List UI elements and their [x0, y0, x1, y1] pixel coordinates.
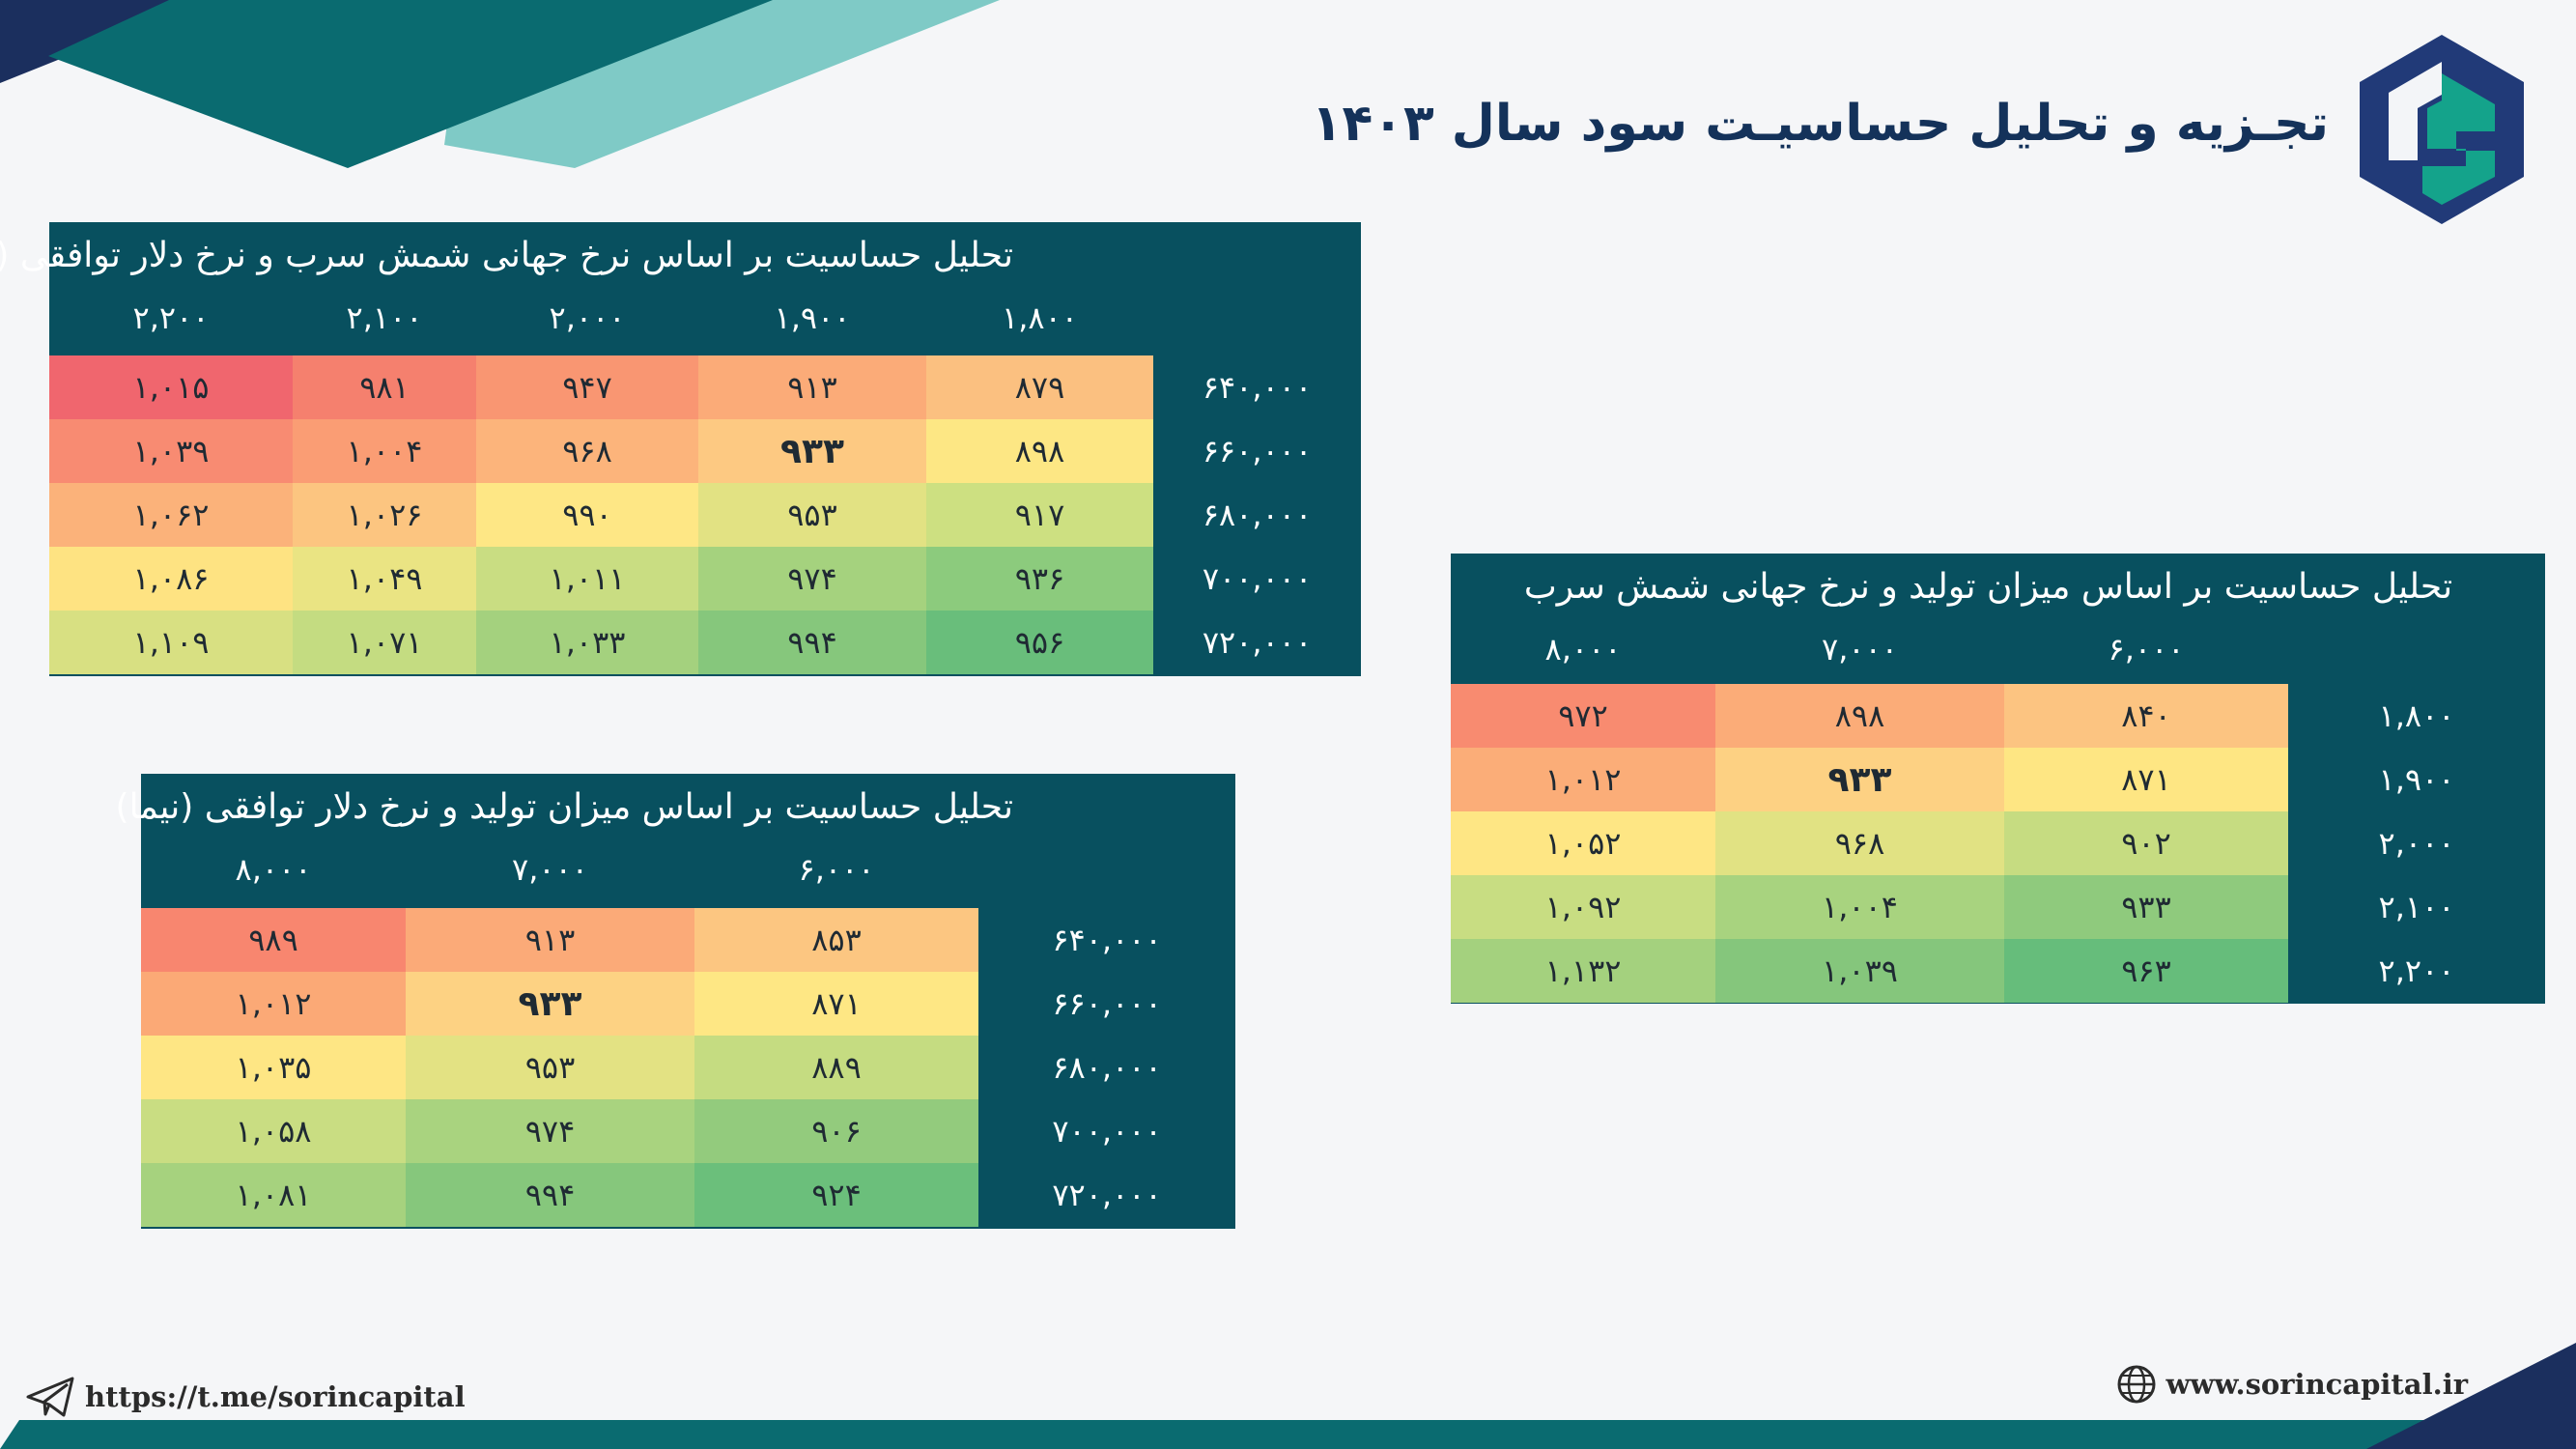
row-header: ۶۴۰,۰۰۰	[1202, 369, 1313, 406]
column-header: ۲,۲۰۰	[132, 299, 210, 336]
column-header: ۲,۱۰۰	[346, 299, 423, 336]
column-header: ۷,۰۰۰	[1822, 631, 1898, 668]
column-header: ۶,۰۰۰	[798, 851, 875, 888]
table-cell: ۱,۰۵۲	[1451, 811, 1715, 875]
row-header: ۶۸۰,۰۰۰	[1052, 1049, 1162, 1086]
row-header: ۱,۸۰۰	[2378, 697, 2455, 734]
table-cell: ۸۹۸	[926, 419, 1153, 483]
table-cell: ۱,۰۱۵	[49, 355, 293, 419]
column-header: ۷,۰۰۰	[512, 851, 588, 888]
sensitivity-table-production-lead-price: تحلیل حساسیت بر اساس میزان تولید و نرخ ج…	[1451, 554, 2545, 1004]
table-cell: ۱,۰۹۲	[1451, 875, 1715, 939]
table-cell: ۹۶۳	[2004, 939, 2288, 1003]
telegram-link[interactable]: https://t.me/sorincapital	[25, 1376, 466, 1418]
table-cell: ۱,۰۳۹	[49, 419, 293, 483]
table-cell: ۱,۰۸۶	[49, 547, 293, 611]
table-cell: ۸۷۹	[926, 355, 1153, 419]
table-cell: ۹۱۳	[698, 355, 926, 419]
table-cell: ۹۶۸	[1715, 811, 2004, 875]
table-cell: ۹۰۲	[2004, 811, 2288, 875]
column-header: ۱,۸۰۰	[1002, 299, 1078, 336]
column-header: ۱,۹۰۰	[774, 299, 851, 336]
table-cell: ۹۷۲	[1451, 684, 1715, 748]
row-header: ۷۰۰,۰۰۰	[1202, 560, 1313, 597]
table-cell: ۱,۱۳۲	[1451, 939, 1715, 1003]
table-cell: ۹۸۱	[293, 355, 476, 419]
table-cell: ۹۱۷	[926, 483, 1153, 547]
table-cell: ۱,۰۳۹	[1715, 939, 2004, 1003]
table-cell: ۱,۰۱۲	[141, 972, 406, 1036]
table-cell: ۹۸۹	[141, 908, 406, 972]
row-header: ۱,۹۰۰	[2378, 761, 2455, 798]
table-cell: ۸۸۹	[694, 1036, 978, 1099]
table-cell: ۱,۰۳۵	[141, 1036, 406, 1099]
website-link[interactable]: www.sorincapital.ir	[2116, 1364, 2468, 1405]
website-url[interactable]: www.sorincapital.ir	[2166, 1368, 2468, 1401]
telegram-url[interactable]: https://t.me/sorincapital	[85, 1380, 466, 1413]
table-cell: ۱,۰۵۸	[141, 1099, 406, 1163]
table-cell: ۹۳۳	[1715, 748, 2004, 811]
table-title: تحلیل حساسیت بر اساس نرخ جهانی شمش سرب و…	[0, 236, 1013, 275]
row-header: ۲,۲۰۰	[2378, 952, 2455, 989]
table-cell: ۹۰۶	[694, 1099, 978, 1163]
table-cell: ۱,۰۱۱	[476, 547, 698, 611]
table-cell: ۹۳۳	[406, 972, 694, 1036]
sorin-capital-logo	[2360, 35, 2524, 224]
table-cell: ۱,۰۲۶	[293, 483, 476, 547]
table-cell: ۱,۰۰۴	[293, 419, 476, 483]
table-cell: ۸۹۸	[1715, 684, 2004, 748]
table-cell: ۸۵۳	[694, 908, 978, 972]
sensitivity-table-production-nima: تحلیل حساسیت بر اساس میزان تولید و نرخ د…	[115, 774, 1235, 1229]
row-header: ۶۶۰,۰۰۰	[1052, 985, 1162, 1022]
table-cell: ۸۴۰	[2004, 684, 2288, 748]
row-header: ۷۲۰,۰۰۰	[1202, 624, 1313, 661]
table-cell: ۱,۰۷۱	[293, 611, 476, 674]
table-cell: ۱,۱۰۹	[49, 611, 293, 674]
table-cell: ۹۶۸	[476, 419, 698, 483]
column-header: ۶,۰۰۰	[2108, 631, 2185, 668]
table-cell: ۹۵۶	[926, 611, 1153, 674]
table-cell: ۱,۰۱۲	[1451, 748, 1715, 811]
table-cell: ۹۳۶	[926, 547, 1153, 611]
row-header: ۷۰۰,۰۰۰	[1052, 1113, 1162, 1150]
paper-plane-icon	[26, 1377, 74, 1417]
table-cell: ۹۷۴	[698, 547, 926, 611]
table-cell: ۱,۰۶۲	[49, 483, 293, 547]
table-cell: ۸۷۱	[694, 972, 978, 1036]
row-header: ۷۲۰,۰۰۰	[1052, 1177, 1162, 1213]
table-cell: ۹۳۳	[2004, 875, 2288, 939]
row-header: ۶۸۰,۰۰۰	[1202, 497, 1313, 533]
row-header: ۶۴۰,۰۰۰	[1052, 922, 1162, 958]
row-header: ۶۶۰,۰۰۰	[1202, 433, 1313, 469]
table-cell: ۱,۰۸۱	[141, 1163, 406, 1227]
table-cell: ۹۵۳	[406, 1036, 694, 1099]
globe-icon	[2117, 1365, 2156, 1404]
table-cell: ۹۹۴	[406, 1163, 694, 1227]
table-cell: ۱,۰۰۴	[1715, 875, 2004, 939]
row-header: ۲,۱۰۰	[2378, 889, 2455, 925]
table-cell: ۹۳۳	[698, 419, 926, 483]
column-header: ۸,۰۰۰	[235, 851, 312, 888]
column-header: ۲,۰۰۰	[549, 299, 626, 336]
table-cell: ۹۷۴	[406, 1099, 694, 1163]
table-title: تحلیل حساسیت بر اساس میزان تولید و نرخ ج…	[1523, 567, 2453, 607]
table-cell: ۹۵۳	[698, 483, 926, 547]
page-title: تجـزیه و تحلیل حساسیـت سود سال ۱۴۰۳	[1311, 95, 2329, 153]
row-header: ۲,۰۰۰	[2378, 825, 2455, 862]
table-cell: ۹۱۳	[406, 908, 694, 972]
table-cell: ۹۲۴	[694, 1163, 978, 1227]
table-cell: ۹۹۴	[698, 611, 926, 674]
table-cell: ۹۴۷	[476, 355, 698, 419]
table-cell: ۸۷۱	[2004, 748, 2288, 811]
table-cell: ۱,۰۴۹	[293, 547, 476, 611]
table-title: تحلیل حساسیت بر اساس میزان تولید و نرخ د…	[115, 787, 1013, 827]
column-header: ۸,۰۰۰	[1544, 631, 1622, 668]
table-cell: ۱,۰۳۳	[476, 611, 698, 674]
table-cell: ۹۹۰	[476, 483, 698, 547]
sensitivity-table-lead-price-nima: تحلیل حساسیت بر اساس نرخ جهانی شمش سرب و…	[0, 222, 1361, 676]
